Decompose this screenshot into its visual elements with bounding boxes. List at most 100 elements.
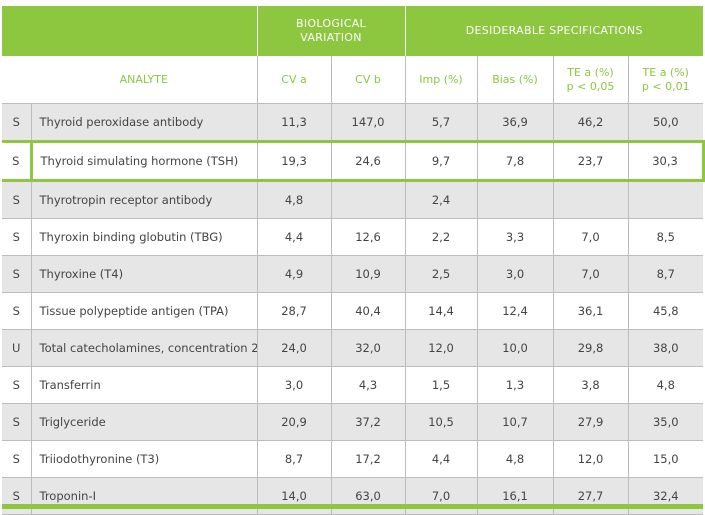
cell-cv-b: 40,4 xyxy=(330,292,405,330)
cell-te-a-p005: 7,0 xyxy=(552,255,628,293)
table-row: S Thyroxin binding globutin (TBG) 4,4 12,6 2… xyxy=(2,218,704,256)
header-group-biological-label: BIOLOGICAL VARIATION xyxy=(296,17,366,44)
cell-te-a-p001: 35,0 xyxy=(627,403,704,441)
header-group-desiderable-specifications: DESIDERABLE SPECIFICATIONS xyxy=(404,6,704,56)
cell-bias: 3,3 xyxy=(476,218,553,256)
cell-te-a-p001: 15,0 xyxy=(627,440,704,478)
header-code-blank xyxy=(2,56,31,104)
cell-analyte: Thyrotropin receptor antibody xyxy=(30,180,257,219)
table-row: S Tissue polypeptide antigen (TPA) 28,7 40,… xyxy=(2,292,704,330)
table-row: S Thyroxine (T4) 4,9 10,9 2,5 3,0 7,0 8,7 xyxy=(2,255,704,293)
cell-analyte: Thyroid simulating hormone (TSH) xyxy=(30,140,257,182)
header-te-a-p005-line2: p < 0,05 xyxy=(566,79,615,93)
cell-te-a-p005 xyxy=(552,180,628,219)
cell-code: S xyxy=(2,140,33,182)
cell-bias xyxy=(476,180,553,219)
specifications-table-container: BIOLOGICAL VARIATION DESIDERABLE SPECIFI… xyxy=(2,6,705,515)
cell-te-a-p005: 3,8 xyxy=(552,366,628,404)
cell-code: S xyxy=(2,440,31,478)
cell-cv-a: 24,0 xyxy=(256,329,331,367)
cell-te-a-p005: 46,2 xyxy=(552,103,628,142)
cell-imp: 14,4 xyxy=(404,292,477,330)
cell-cv-a: 4,4 xyxy=(256,218,331,256)
cell-cv-b: 17,2 xyxy=(330,440,405,478)
table-row: S Thyroid simulating hormone (TSH) 19,3 24,… xyxy=(2,140,705,182)
cell-cv-b: 147,0 xyxy=(330,103,405,142)
cell-te-a-p005: 36,1 xyxy=(552,292,628,330)
cell-bias: 10,0 xyxy=(476,329,553,367)
header-column-row: ANALYTE CV a CV b Imp (%) Bias (%) TE a … xyxy=(2,56,704,104)
cell-analyte: Transferrin xyxy=(30,366,257,404)
cell-cv-b: 32,0 xyxy=(330,329,405,367)
cell-te-a-p001: 45,8 xyxy=(627,292,704,330)
cell-bias: 4,8 xyxy=(476,440,553,478)
header-te-a-p001-line2: p < 0,01 xyxy=(641,79,690,93)
table-row: S Triglyceride 20,9 37,2 10,5 10,7 27,9 35,0 xyxy=(2,403,704,441)
cell-cv-b: 4,3 xyxy=(330,366,405,404)
bottom-accent-bar xyxy=(2,504,703,509)
header-cv-a: CV a xyxy=(256,56,331,104)
cell-cv-a: 8,7 xyxy=(256,440,331,478)
cell-cv-a: 4,8 xyxy=(256,180,331,219)
cell-code: S xyxy=(2,255,31,293)
specifications-table: BIOLOGICAL VARIATION DESIDERABLE SPECIFI… xyxy=(2,6,705,515)
cell-code: S xyxy=(2,366,31,404)
header-group-biological-variation: BIOLOGICAL VARIATION xyxy=(256,6,405,56)
cell-bias: 12,4 xyxy=(476,292,553,330)
cell-te-a-p001: 8,7 xyxy=(627,255,704,293)
header-te-a-p001: TE a (%) p < 0,01 xyxy=(627,56,704,104)
cell-bias: 36,9 xyxy=(476,103,553,142)
cell-bias: 10,7 xyxy=(476,403,553,441)
cell-cv-a: 28,7 xyxy=(256,292,331,330)
header-group-row: BIOLOGICAL VARIATION DESIDERABLE SPECIFI… xyxy=(2,6,704,56)
cell-analyte: Triglyceride xyxy=(30,403,257,441)
cell-cv-a: 11,3 xyxy=(256,103,331,142)
table-row: S Thyroid peroxidase antibody 11,3 147,0 5,7… xyxy=(2,103,704,142)
cell-cv-b xyxy=(330,180,405,219)
header-te-a-p005-line1: TE a (%) xyxy=(567,65,614,79)
cell-analyte: Thyroxine (T4) xyxy=(30,255,257,293)
cell-te-a-p001 xyxy=(627,180,704,219)
table-row: S Thyrotropin receptor antibody 4,8 2,4 xyxy=(2,180,704,219)
header-analyte: ANALYTE xyxy=(31,56,257,104)
table-row: S Triiodothyronine (T3) 8,7 17,2 4,4 4,8 12,0 1… xyxy=(2,440,704,478)
cell-te-a-p005: 7,0 xyxy=(552,218,628,256)
cell-analyte: Triiodothyronine (T3) xyxy=(30,440,257,478)
cell-imp: 5,7 xyxy=(404,103,477,142)
cell-te-a-p001: 8,5 xyxy=(627,218,704,256)
cell-code: U xyxy=(2,329,31,367)
cell-te-a-p001: 38,0 xyxy=(627,329,704,367)
header-imp: Imp (%) xyxy=(404,56,477,104)
cell-cv-b: 24,6 xyxy=(330,140,405,182)
cell-te-a-p005: 12,0 xyxy=(552,440,628,478)
cell-bias: 3,0 xyxy=(476,255,553,293)
cell-te-a-p001: 50,0 xyxy=(627,103,704,142)
cell-te-a-p001: 30,3 xyxy=(627,140,705,182)
cell-imp: 2,5 xyxy=(404,255,477,293)
table-row: U Total catecholamines, concentration 24 … xyxy=(2,329,704,367)
cell-imp: 1,5 xyxy=(404,366,477,404)
cell-bias: 1,3 xyxy=(476,366,553,404)
cell-analyte: Tissue polypeptide antigen (TPA) xyxy=(30,292,257,330)
cell-cv-b: 12,6 xyxy=(330,218,405,256)
cell-imp: 4,4 xyxy=(404,440,477,478)
cell-code: S xyxy=(2,403,31,441)
header-bias: Bias (%) xyxy=(476,56,553,104)
cell-imp: 12,0 xyxy=(404,329,477,367)
cell-imp: 2,2 xyxy=(404,218,477,256)
cell-imp: 2,4 xyxy=(404,180,477,219)
cell-code: S xyxy=(2,103,31,142)
cell-code: S xyxy=(2,180,31,219)
cell-te-a-p005: 27,9 xyxy=(552,403,628,441)
header-group-blank xyxy=(2,6,257,56)
cell-imp: 10,5 xyxy=(404,403,477,441)
cell-cv-a: 3,0 xyxy=(256,366,331,404)
cell-code: S xyxy=(2,218,31,256)
cell-cv-a: 19,3 xyxy=(256,140,331,182)
cell-te-a-p001: 4,8 xyxy=(627,366,704,404)
cell-te-a-p005: 23,7 xyxy=(552,140,628,182)
cell-imp: 9,7 xyxy=(404,140,477,182)
cell-te-a-p005: 29,8 xyxy=(552,329,628,367)
header-te-a-p005: TE a (%) p < 0,05 xyxy=(552,56,628,104)
cell-analyte: Thyroxin binding globutin (TBG) xyxy=(30,218,257,256)
